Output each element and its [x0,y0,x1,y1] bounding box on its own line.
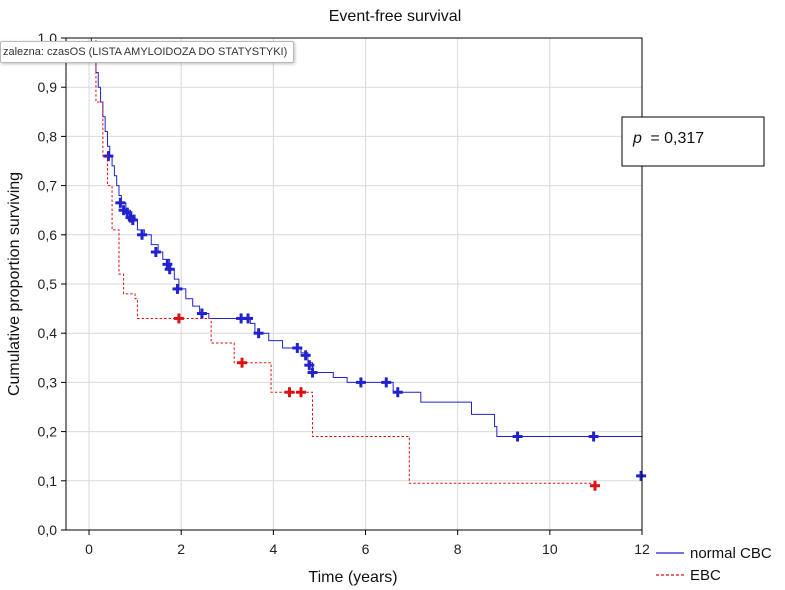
censor-mark-normal-cbc [196,308,207,319]
censor-mark-normal-cbc [103,151,114,162]
p-value-box-frame [621,116,765,167]
survival-curve-normal-cbc [89,37,642,438]
censor-mark-normal-cbc [381,377,392,388]
censor-mark-ebc [173,313,184,324]
y-tick-label: 0,2 [38,424,58,440]
survival-curve-ebc [89,37,596,484]
censor-mark-normal-cbc [307,367,318,378]
x-axis-title: Time (years) [308,569,397,586]
censor-mark-normal-cbc [172,283,183,294]
axis-ticks: 0 2 4 6 8 10 120,00,10,20,30,40,50,60,70,80,91… [38,30,650,557]
y-tick-label: 0,0 [38,522,58,538]
censor-mark-normal-cbc [512,431,523,442]
x-tick-label: 12 [634,541,650,557]
censor-mark-normal-cbc [304,360,315,371]
censor-mark-ebc [589,480,600,491]
censor-mark-normal-cbc [137,229,148,240]
svg-text:p = 0,317: p = 0,317 [632,130,704,147]
censor-mark-normal-cbc [115,197,126,208]
censor-mark-normal-cbc [164,264,175,275]
p-value-box: p = 0,317 [621,116,765,167]
censor-mark-normal-cbc [355,377,366,388]
tooltip: zalezna: czasOS (LISTA AMYLOIDOZA DO STA… [0,41,295,63]
y-tick-label: 0,4 [38,325,58,341]
x-tick-label: 6 [362,541,370,557]
censor-mark-normal-cbc [392,387,403,398]
censor-mark-normal-cbc [300,350,311,361]
censor-mark-normal-cbc [588,431,599,442]
x-tick-label: 2 [177,541,185,557]
censor-mark-normal-cbc [636,470,647,481]
y-tick-label: 0,1 [38,473,58,489]
y-tick-label: 0,6 [38,227,58,243]
legend-label-normal-cbc: normal CBC [690,545,772,562]
x-tick-label: 4 [269,541,277,557]
censor-mark-normal-cbc [127,215,138,226]
x-tick-label: 0 [85,541,93,557]
y-tick-label: 0,3 [38,374,58,390]
censor-mark-normal-cbc [243,313,254,324]
y-tick-label: 0,5 [38,276,58,292]
censor-mark-normal-cbc [150,247,161,258]
censor-mark-normal-cbc [253,328,264,339]
chart-title: Event-free survival [329,8,462,25]
gridlines [66,37,643,531]
p-value-text: = 0,317 [650,130,704,147]
y-tick-label: 0,9 [38,79,58,95]
y-tick-label: 0,7 [38,178,58,194]
series-layer [89,37,647,491]
y-tick-label: 0,8 [38,128,58,144]
legend: normal CBC EBC [656,545,772,584]
p-value-symbol: p [632,130,642,147]
legend-label-ebc: EBC [690,567,721,584]
censor-mark-normal-cbc [292,342,303,353]
y-axis-title: Cumulative proportion surviving [6,172,23,396]
censor-mark-ebc [237,357,248,368]
x-tick-label: 10 [542,541,558,557]
x-tick-label: 8 [454,541,462,557]
censor-mark-ebc [284,387,295,398]
censor-mark-ebc [296,387,307,398]
